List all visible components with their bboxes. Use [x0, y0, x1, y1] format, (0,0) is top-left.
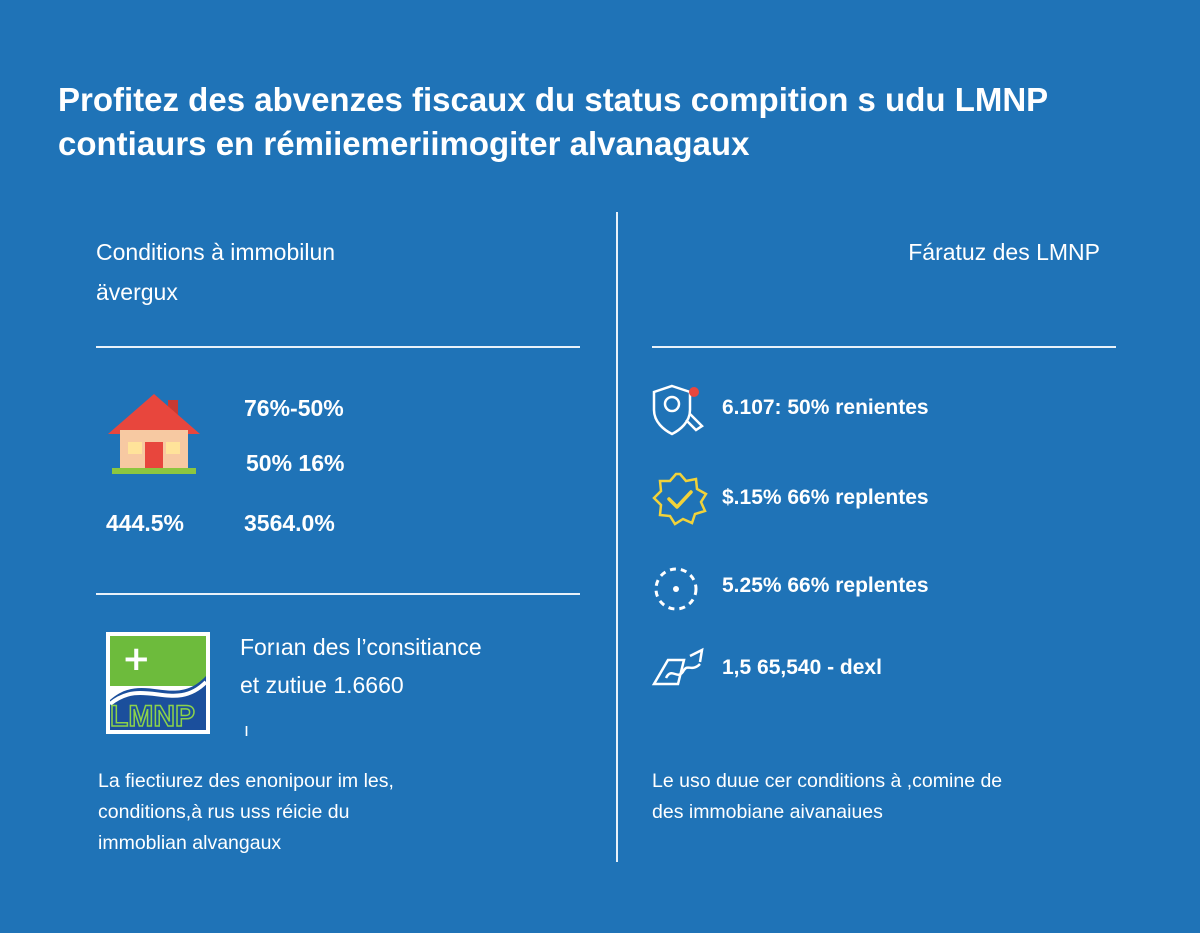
- page-title: Profitez des abvenzes fiscaux du status …: [58, 78, 1158, 166]
- left-divider-top: [96, 346, 580, 348]
- lmnp-logo-plus: +: [122, 639, 151, 679]
- stray-mark: ı: [244, 720, 250, 740]
- right-item-4-text: 1,5 65,540 - dexl: [722, 656, 882, 679]
- left-paragraph: La fiectiurez des enonipour im les, cond…: [98, 766, 578, 859]
- right-paragraph: Le uso duue cer conditions à ,comine de …: [652, 766, 1152, 828]
- right-paragraph-line-2: des immobiane aivanaiues: [652, 801, 883, 823]
- lmnp-description-line-2: et zutiue 1.6660: [240, 672, 404, 698]
- right-item-3-text: 5.25% 66% replentes: [722, 574, 929, 597]
- title-line-1: Profitez des abvenzes fiscaux du status …: [58, 81, 1049, 118]
- left-paragraph-line-1: La fiectiurez des enonipour im les,: [98, 770, 394, 792]
- lmnp-logo-icon: + LMNP: [106, 632, 210, 734]
- right-paragraph-line-1: Le uso duue cer conditions à ,comine de: [652, 770, 1003, 792]
- right-item-2-text: $.15% 66% replentes: [722, 486, 929, 509]
- left-stat-3: 444.5%: [106, 510, 185, 536]
- house-icon: [108, 394, 200, 474]
- left-paragraph-line-2: conditions,à rus uss réicie du: [98, 801, 350, 823]
- left-heading-line-2: ävergux: [96, 279, 178, 305]
- verified-check-icon: [652, 472, 708, 526]
- signature-icon: [651, 647, 704, 686]
- lmnp-description: Forıan des l’consitiance et zutiue 1.666…: [240, 628, 570, 704]
- left-stat-1: 76%-50%: [244, 395, 344, 421]
- vertical-divider: [616, 212, 618, 862]
- right-heading: Fáratuz des LMNP: [908, 239, 1100, 265]
- left-divider-bottom: [96, 593, 580, 595]
- lmnp-logo-text: LMNP: [110, 700, 195, 733]
- lmnp-description-line-1: Forıan des l’consitiance: [240, 634, 482, 660]
- left-heading-line-1: Conditions à immobilun: [96, 239, 336, 265]
- left-stat-2: 50% 16%: [246, 450, 345, 476]
- right-item-1-text: 6.107: 50% renientes: [722, 396, 929, 419]
- left-stat-4: 3564.0%: [244, 510, 335, 536]
- dotted-circle-icon: [654, 567, 698, 611]
- right-divider-top: [652, 346, 1116, 348]
- title-line-2: contiaurs en rémiiemeriimogiter alvanaga…: [58, 125, 750, 162]
- left-paragraph-line-3: immoblian alvangaux: [98, 832, 282, 854]
- shield-badge-icon: [652, 384, 704, 436]
- left-heading: Conditions à immobilun ävergux: [96, 232, 536, 312]
